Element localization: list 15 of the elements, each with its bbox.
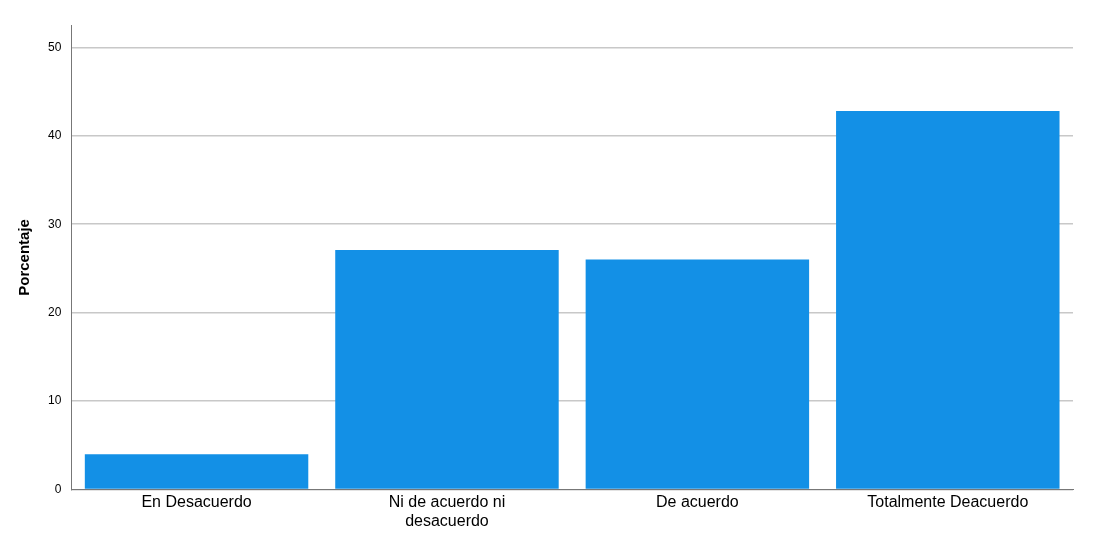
y-tick-label: 0 bbox=[54, 481, 62, 496]
y-tick-label: 20 bbox=[47, 305, 62, 319]
y-tick-label: 50 bbox=[47, 39, 62, 54]
y-tick-label: 30 bbox=[47, 216, 62, 231]
x-tick-label: Ni de acuerdo ni desacuerdo bbox=[388, 492, 506, 529]
y-tick-label: 10 bbox=[47, 393, 62, 408]
bar bbox=[585, 259, 810, 489]
bar bbox=[335, 249, 559, 489]
x-tick-label: De acuerdo bbox=[656, 492, 739, 510]
x-tick-label: Totalmente Deacuerdo bbox=[867, 492, 1029, 510]
x-tick-label: En Desacuerdo bbox=[141, 492, 252, 510]
bar bbox=[836, 111, 1060, 489]
y-tick-label: 40 bbox=[47, 128, 62, 143]
bar bbox=[84, 454, 309, 489]
y-axis-title: Porcentaje bbox=[15, 219, 33, 296]
